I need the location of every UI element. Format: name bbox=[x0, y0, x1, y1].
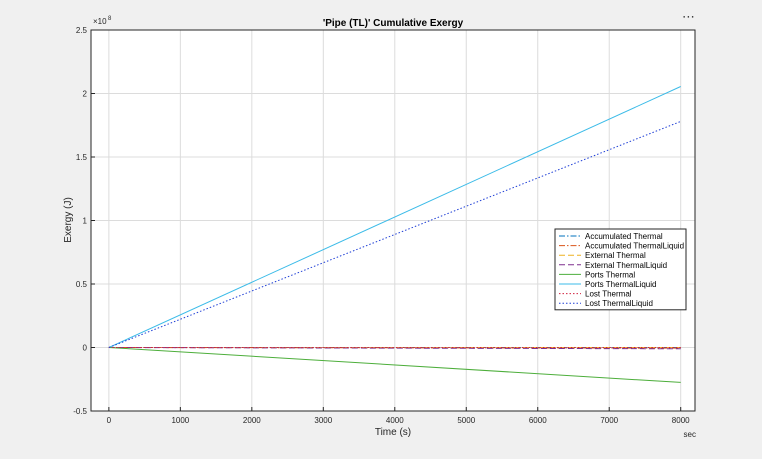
y-exponent-power: 8 bbox=[108, 16, 112, 22]
legend-entry-label: Ports Thermal bbox=[585, 270, 635, 279]
x-axis-label: Time (s) bbox=[375, 427, 411, 438]
x-tick-label: 6000 bbox=[529, 416, 547, 425]
legend-entry-label: External ThermalLiquid bbox=[585, 261, 667, 270]
legend-entry-label: Accumulated Thermal bbox=[585, 232, 663, 241]
y-axis-label: Exergy (J) bbox=[63, 197, 74, 243]
chart-title: 'Pipe (TL)' Cumulative Exergy bbox=[323, 18, 464, 29]
series-line bbox=[108, 120, 681, 348]
legend-entry-label: Lost Thermal bbox=[585, 290, 632, 299]
more-options-icon[interactable]: ⋯ bbox=[682, 9, 696, 24]
legend-entry-label: Lost ThermalLiquid bbox=[585, 299, 653, 308]
y-tick-label: 2 bbox=[83, 90, 88, 99]
legend-entry-label: Ports ThermalLiquid bbox=[585, 280, 656, 289]
x-tick-label: 4000 bbox=[386, 416, 404, 425]
legend-entry-label: External Thermal bbox=[585, 251, 646, 260]
legend-entry-label: Accumulated ThermalLiquid bbox=[585, 242, 684, 251]
x-tick-label: 5000 bbox=[457, 416, 475, 425]
x-tick-label: 2000 bbox=[243, 416, 261, 425]
y-tick-label: 2.5 bbox=[76, 26, 88, 35]
x-tick-label: 7000 bbox=[600, 416, 618, 425]
series-group bbox=[108, 86, 681, 383]
y-exponent-base: ×10 bbox=[93, 17, 107, 26]
legend-box bbox=[554, 228, 687, 311]
y-tick-label: -0.5 bbox=[73, 407, 87, 416]
y-tick-label: 1 bbox=[83, 217, 88, 226]
x-tick-label: 1000 bbox=[171, 416, 189, 425]
x-unit-label: sec bbox=[684, 430, 696, 439]
series-line bbox=[108, 86, 681, 348]
y-tick-label: 0.5 bbox=[76, 280, 88, 289]
x-tick-label: 3000 bbox=[314, 416, 332, 425]
axis-ticks: 0 1000 2000 3000 4000 5000 6000 7000 8000 -0.5 0 0.… bbox=[73, 26, 690, 425]
series-line bbox=[108, 347, 681, 383]
x-tick-label: 0 bbox=[107, 416, 112, 425]
x-tick-label: 8000 bbox=[672, 416, 690, 425]
y-tick-label: 1.5 bbox=[76, 153, 88, 162]
y-tick-label: 0 bbox=[83, 344, 88, 353]
